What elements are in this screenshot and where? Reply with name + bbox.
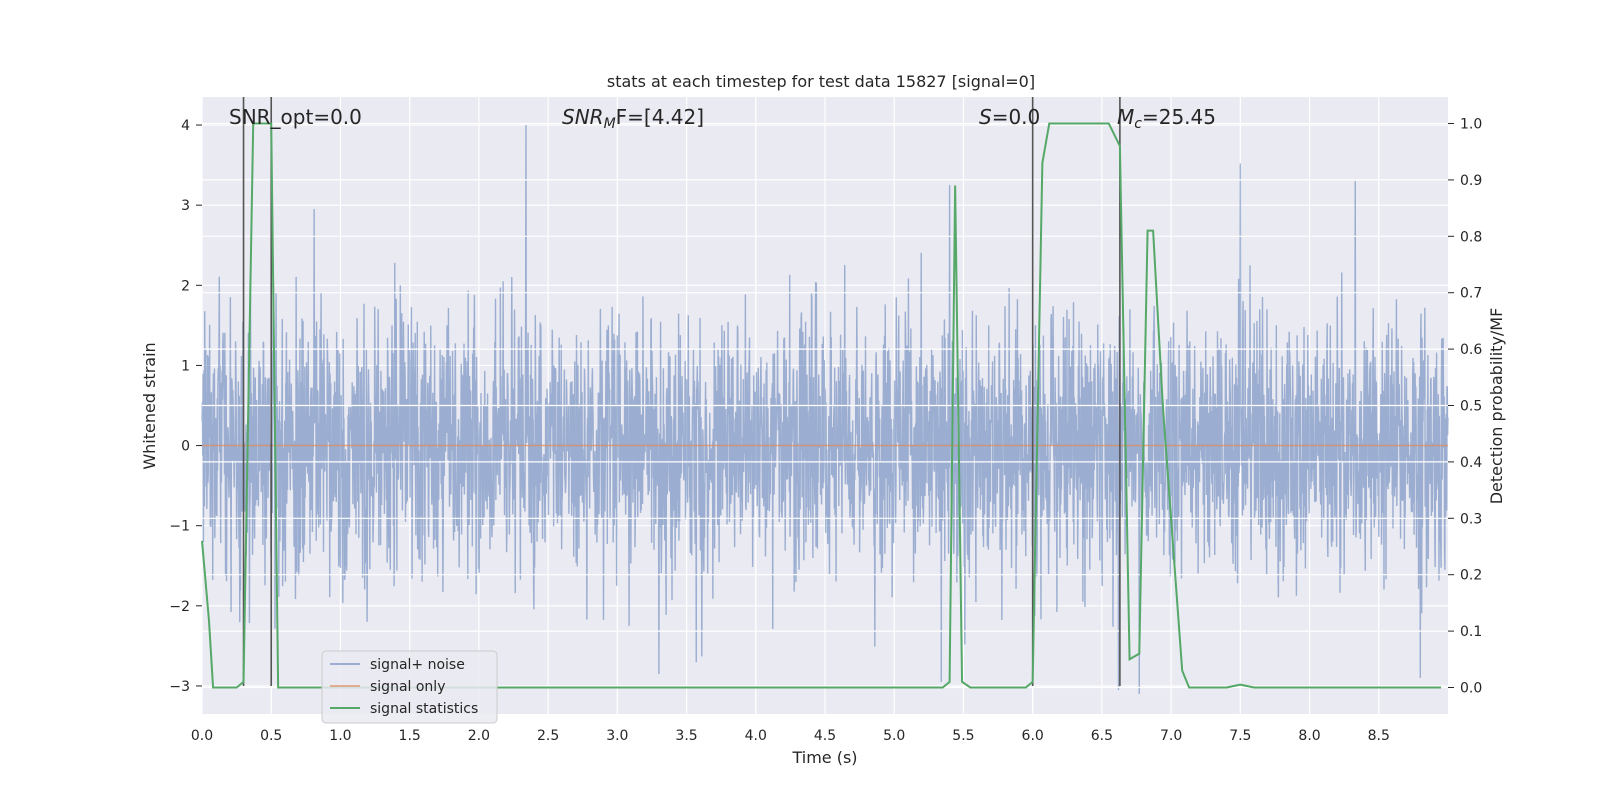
x-tick-label: 1.5 [399, 728, 421, 744]
y-tick-label-left: −1 [169, 519, 190, 535]
x-tick-label: 1.0 [329, 728, 351, 744]
y-tick-label-right: 0.5 [1460, 399, 1482, 415]
y-tick-label-right: 0.4 [1460, 455, 1482, 471]
mc-sub: c [1134, 116, 1142, 132]
y-tick-label-right: 0.3 [1460, 511, 1482, 527]
y-axis-right-label: Detection probability/MF [1487, 308, 1506, 505]
y-tick-label-right: 0.0 [1460, 680, 1482, 696]
y-tick-label-right: 0.6 [1460, 342, 1482, 358]
mc-annotation: Mc=25.45 [1117, 105, 1216, 132]
y-tick-label-left: 2 [181, 278, 190, 294]
s-var: S [979, 105, 992, 129]
snr-opt-annotation: SNR_opt=0.0 [229, 105, 362, 129]
signal-statistics-series [201, 122, 1442, 689]
x-axis-label: Time (s) [791, 748, 857, 767]
s-annotation: S=0.0 [979, 105, 1040, 129]
x-tick-label: 4.0 [745, 728, 767, 744]
legend-label-signal-only: signal only [370, 679, 445, 695]
snr-mf-tail: F=[4.42] [616, 105, 704, 129]
x-tick-label: 8.5 [1368, 728, 1390, 744]
x-tick-label: 5.0 [883, 728, 905, 744]
y-tick-label-left: 0 [181, 439, 190, 455]
x-tick-label: 6.5 [1091, 728, 1113, 744]
y-tick-label-right: 0.8 [1460, 229, 1482, 245]
y-tick-label-right: 0.1 [1460, 624, 1482, 640]
y-axis-right-ticks: 1.0 0.9 0.8 0.7 0.6 0.5 0.4 0.3 0.2 0.1 0.0 [1448, 117, 1482, 696]
y-axis-left-label: Whitened strain [140, 342, 159, 469]
x-tick-label: 7.0 [1160, 728, 1182, 744]
x-tick-label: 8.0 [1298, 728, 1320, 744]
snr-mf-sub: M [604, 116, 616, 132]
x-tick-label: 0.0 [191, 728, 213, 744]
x-tick-label: 2.0 [468, 728, 490, 744]
y-tick-label-right: 0.9 [1460, 173, 1482, 189]
y-tick-label-left: 4 [181, 118, 190, 134]
mc-val: =25.45 [1142, 105, 1216, 129]
x-tick-label: 2.5 [537, 728, 559, 744]
y-tick-label-right: 0.7 [1460, 286, 1482, 302]
snr-opt-text: SNR_opt=0.0 [229, 105, 362, 129]
s-val: =0.0 [992, 105, 1041, 129]
x-tick-label: 3.0 [606, 728, 628, 744]
legend-label-signal-noise: signal+ noise [370, 657, 465, 673]
mc-var: M [1117, 105, 1134, 129]
legend-box [321, 650, 498, 724]
signal-statistics-line [201, 122, 1442, 689]
x-axis-ticks: 0.0 0.5 1.0 1.5 2.0 2.5 3.0 3.5 4.0 4.5 5.0 5.5 6.0 6… [191, 728, 1390, 744]
signal-noise-series [201, 125, 1449, 694]
x-tick-label: 5.5 [952, 728, 974, 744]
x-tick-label: 4.5 [814, 728, 836, 744]
snr-mf-main: SNR [562, 105, 604, 129]
chart-title: stats at each timestep for test data 158… [607, 72, 1035, 91]
x-tick-label: 7.5 [1229, 728, 1251, 744]
snr-mf-annotation: SNRMF=[4.42] [562, 105, 704, 132]
y-tick-label-left: −3 [169, 679, 190, 695]
x-tick-label: 0.5 [260, 728, 282, 744]
legend-label-signal-statistics: signal statistics [370, 701, 478, 717]
y-tick-label-right: 1.0 [1460, 117, 1482, 133]
y-tick-label-left: −2 [169, 599, 190, 615]
y-tick-label-left: 3 [181, 198, 190, 214]
x-tick-label: 6.0 [1022, 728, 1044, 744]
x-tick-label: 3.5 [675, 728, 697, 744]
legend: signal+ noise signal only signal statist… [321, 650, 498, 724]
signal-noise-line [201, 125, 1449, 694]
y-tick-label-right: 0.2 [1460, 568, 1482, 584]
y-axis-left-ticks: 4 3 2 1 0 −1 −2 −3 [169, 118, 202, 695]
y-tick-label-left: 1 [181, 358, 190, 374]
